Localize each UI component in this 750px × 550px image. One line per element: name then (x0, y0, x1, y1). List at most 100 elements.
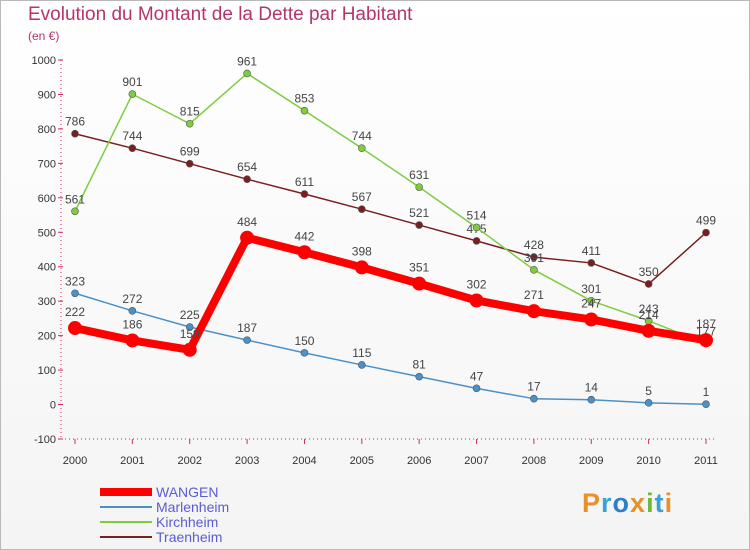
data-point-kirchheim (530, 266, 538, 274)
y-tick-label: 700 (38, 158, 56, 170)
data-point-traenheim (185, 159, 194, 168)
x-tick-label: 2002 (177, 455, 201, 467)
legend-swatch-kirchheim (100, 520, 152, 523)
data-label-marlenheim: 17 (527, 380, 541, 394)
y-tick-label: 300 (38, 296, 56, 308)
legend-swatch-traenheim (100, 535, 152, 538)
data-point-wangen (68, 321, 82, 336)
legend-item-traenheim: Traenheim (100, 528, 229, 545)
data-point-marlenheim (185, 323, 194, 331)
x-tick-label: 2004 (292, 455, 316, 467)
data-point-wangen (469, 293, 484, 308)
data-point-traenheim (415, 221, 423, 229)
x-tick-label: 2005 (350, 455, 374, 467)
data-label-wangen: 222 (65, 305, 85, 319)
data-label-traenheim: 521 (409, 206, 429, 220)
y-tick-label: 600 (38, 193, 56, 205)
legend-swatch-marlenheim (100, 505, 152, 508)
data-point-wangen (412, 276, 427, 291)
series-line-wangen (74, 233, 707, 354)
logo-letter: P (582, 488, 602, 518)
data-label-traenheim: 654 (237, 160, 257, 174)
data-point-kirchheim (472, 223, 481, 232)
data-point-traenheim (128, 144, 137, 153)
data-point-traenheim (530, 253, 538, 261)
y-tick-label: 200 (38, 331, 56, 343)
data-label-kirchheim: 901 (122, 75, 142, 89)
data-label-kirchheim: 391 (524, 251, 544, 265)
data-point-wangen (240, 230, 255, 245)
data-label-wangen: 271 (524, 288, 544, 302)
data-label-wangen: 442 (294, 229, 314, 243)
logo-letter: i (664, 488, 674, 518)
y-tick-label: 400 (38, 262, 56, 274)
data-label-marlenheim: 187 (237, 321, 257, 335)
data-point-kirchheim (71, 207, 79, 216)
data-label-traenheim: 744 (122, 129, 142, 143)
data-point-traenheim (644, 280, 653, 288)
data-label-kirchheim: 243 (639, 302, 659, 316)
legend-label-marlenheim: Marlenheim (156, 498, 230, 515)
data-point-kirchheim (415, 183, 423, 191)
data-point-kirchheim (128, 90, 137, 98)
x-tick-label: 2009 (579, 455, 603, 467)
data-point-marlenheim (472, 384, 481, 393)
data-label-wangen: 351 (409, 261, 429, 275)
legend-item-wangen: WANGEN (100, 484, 229, 500)
data-point-kirchheim (358, 144, 366, 153)
data-label-kirchheim: 744 (352, 129, 372, 143)
x-tick-label: 2007 (464, 455, 488, 467)
data-label-wangen: 484 (237, 215, 257, 229)
legend-label-kirchheim: Kirchheim (156, 513, 219, 530)
data-point-marlenheim (358, 361, 366, 369)
data-point-marlenheim (587, 395, 596, 404)
proxiti-logo: Proxiti (582, 488, 673, 519)
data-point-kirchheim (243, 69, 251, 78)
data-point-marlenheim (415, 372, 423, 381)
y-tick-label: 100 (38, 365, 56, 377)
data-point-kirchheim (300, 106, 309, 115)
data-label-traenheim: 611 (295, 175, 314, 189)
y-tick-label: 0 (50, 400, 56, 412)
data-label-marlenheim: 81 (413, 358, 427, 372)
y-tick-label: 1000 (32, 55, 56, 67)
data-point-wangen (297, 245, 312, 260)
y-tick-label: 800 (38, 124, 56, 136)
data-point-marlenheim (530, 394, 538, 403)
logo-letter: r (601, 488, 613, 518)
data-label-kirchheim: 561 (65, 192, 85, 206)
data-point-wangen (699, 333, 713, 348)
data-point-wangen (641, 323, 656, 338)
data-label-kirchheim: 815 (180, 105, 200, 119)
data-point-traenheim (587, 259, 596, 267)
data-point-wangen (182, 342, 197, 357)
data-label-traenheim: 428 (524, 238, 544, 252)
series-line-traenheim (74, 133, 707, 285)
chart-subtitle: (en €) (28, 29, 60, 43)
chart-legend: WANGEN Marlenheim Kirchheim Traenheim (100, 484, 230, 545)
data-point-wangen (584, 312, 599, 327)
data-label-kirchheim: 961 (237, 54, 257, 68)
data-point-marlenheim (300, 349, 309, 357)
data-point-marlenheim (128, 307, 137, 315)
data-label-wangen: 214 (639, 308, 659, 322)
data-label-kirchheim: 853 (294, 92, 314, 106)
data-label-traenheim: 786 (65, 115, 85, 129)
data-point-traenheim (702, 228, 710, 237)
data-point-marlenheim (243, 336, 251, 344)
data-point-traenheim (243, 175, 251, 184)
data-label-traenheim: 350 (639, 265, 659, 279)
legend-label-traenheim: Traenheim (156, 528, 223, 545)
x-tick-label: 2006 (407, 455, 431, 467)
chart-title: Evolution du Montant de la Dette par Hab… (28, 4, 413, 25)
data-point-marlenheim (702, 400, 710, 409)
y-tick-label: 900 (38, 89, 56, 101)
data-label-marlenheim: 225 (180, 308, 200, 322)
y-tick-label: -100 (34, 434, 56, 446)
legend-item-marlenheim: Marlenheim (100, 498, 230, 515)
data-label-marlenheim: 115 (352, 346, 371, 360)
data-label-marlenheim: 150 (294, 334, 314, 348)
data-label-marlenheim: 272 (122, 292, 142, 306)
data-point-wangen (526, 304, 541, 319)
data-label-wangen: 302 (467, 277, 487, 291)
